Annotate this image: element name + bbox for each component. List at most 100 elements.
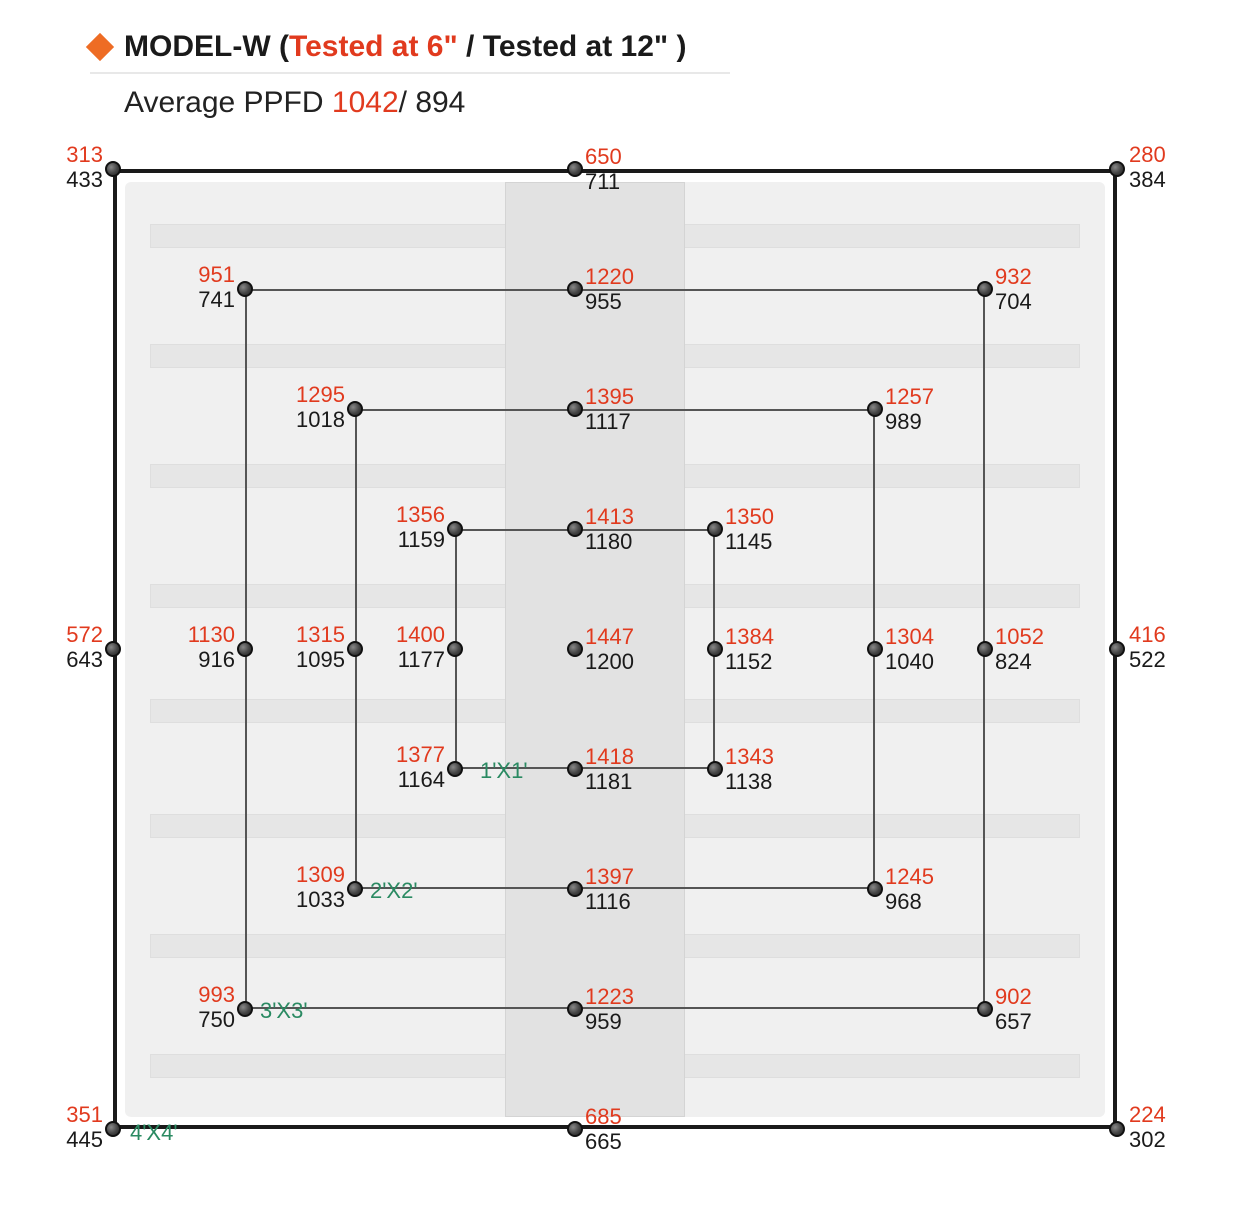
value-12in: 302 (1129, 1128, 1166, 1153)
value-12in: 1018 (296, 408, 345, 433)
measurement-label: 1223959 (585, 985, 634, 1034)
value-12in: 657 (995, 1010, 1032, 1035)
measurement-dot (707, 641, 723, 657)
measurement-dot (447, 521, 463, 537)
measurement-dot (867, 881, 883, 897)
measurement-label: 14001177 (396, 623, 445, 672)
value-6in: 224 (1129, 1103, 1166, 1128)
measurement-label: 1130916 (188, 623, 235, 672)
measurement-dot (567, 881, 583, 897)
value-12in: 916 (188, 648, 235, 673)
value-6in: 1315 (296, 623, 345, 648)
model-name: MODEL-W (124, 30, 271, 63)
ppfd-plot: 1'X1'2'X2'3'X3'4'X4'31343365071128038457… (30, 144, 1200, 1154)
value-6in: 1257 (885, 385, 934, 410)
value-6in: 1356 (396, 503, 445, 528)
value-12in: 750 (198, 1008, 235, 1033)
measurement-label: 932704 (995, 265, 1032, 314)
value-6in: 1377 (396, 743, 445, 768)
measurement-label: 572643 (66, 623, 103, 672)
measurement-dot (1109, 161, 1125, 177)
measurement-label: 13771164 (396, 743, 445, 792)
value-6in: 1418 (585, 745, 634, 770)
measurement-label: 1220955 (585, 265, 634, 314)
value-12in: 1164 (396, 768, 445, 793)
value-12in: 1180 (585, 530, 634, 555)
value-6in: 1220 (585, 265, 634, 290)
value-12in: 665 (585, 1130, 622, 1155)
value-12in: 1033 (296, 888, 345, 913)
measurement-dot (1109, 1121, 1125, 1137)
value-6in: 1223 (585, 985, 634, 1010)
value-6in: 1397 (585, 865, 634, 890)
value-6in: 1295 (296, 383, 345, 408)
measurement-label: 1257989 (885, 385, 934, 434)
value-12in: 643 (66, 648, 103, 673)
measurement-label: 1052824 (995, 625, 1044, 674)
measurement-dot (867, 641, 883, 657)
value-6in: 1400 (396, 623, 445, 648)
value-12in: 384 (1129, 168, 1166, 193)
measurement-label: 13501145 (725, 505, 774, 554)
value-6in: 1130 (188, 623, 235, 648)
measurement-dot (707, 521, 723, 537)
avg-slash: / (399, 86, 416, 119)
measurement-label: 13841152 (725, 625, 774, 674)
value-12in: 433 (66, 168, 103, 193)
measurement-dot (237, 641, 253, 657)
measurement-label: 13971116 (585, 865, 634, 914)
measurement-dot (567, 161, 583, 177)
measurement-label: 12951018 (296, 383, 345, 432)
value-6in: 951 (198, 263, 235, 288)
measurement-dot (567, 1121, 583, 1137)
measurement-label: 14131180 (585, 505, 634, 554)
measurement-label: 902657 (995, 985, 1032, 1034)
measurement-label: 313433 (66, 143, 103, 192)
title-separator (90, 72, 730, 74)
measurement-label: 13151095 (296, 623, 345, 672)
measurement-dot (567, 641, 583, 657)
zone-label: 1'X1' (480, 758, 528, 784)
avg-label: Average PPFD (124, 86, 324, 119)
value-12in: 1095 (296, 648, 345, 673)
measurement-dot (707, 761, 723, 777)
header: MODEL-W (Tested at 6" / Tested at 12" ) (90, 30, 1210, 64)
measurement-dot (105, 641, 121, 657)
value-12in: 711 (585, 170, 622, 195)
measurement-label: 13431138 (725, 745, 774, 794)
value-6in: 1447 (585, 625, 634, 650)
tested-6: Tested at 6" (289, 30, 458, 63)
measurement-label: 650711 (585, 145, 622, 194)
value-12in: 955 (585, 290, 634, 315)
measurement-dot (1109, 641, 1125, 657)
title-open: ( (279, 30, 289, 63)
measurement-dot (105, 161, 121, 177)
measurement-label: 14471200 (585, 625, 634, 674)
value-12in: 704 (995, 290, 1032, 315)
value-12in: 1200 (585, 650, 634, 675)
value-6in: 1384 (725, 625, 774, 650)
value-12in: 989 (885, 410, 934, 435)
value-6in: 1395 (585, 385, 634, 410)
value-12in: 968 (885, 890, 934, 915)
measurement-label: 993750 (198, 983, 235, 1032)
measurement-dot (447, 761, 463, 777)
value-6in: 1309 (296, 863, 345, 888)
title-close: ) (668, 30, 686, 63)
tested-12: Tested at 12" (483, 30, 668, 63)
measurement-dot (567, 1001, 583, 1017)
value-12in: 1040 (885, 650, 934, 675)
measurement-label: 14181181 (585, 745, 634, 794)
value-12in: 1159 (396, 528, 445, 553)
measurement-dot (237, 281, 253, 297)
measurement-dot (347, 401, 363, 417)
value-6in: 313 (66, 143, 103, 168)
measurement-dot (347, 641, 363, 657)
value-6in: 1245 (885, 865, 934, 890)
value-6in: 572 (66, 623, 103, 648)
value-12in: 741 (198, 288, 235, 313)
diamond-icon (86, 33, 114, 61)
measurement-dot (567, 521, 583, 537)
measurement-dot (867, 401, 883, 417)
measurement-dot (567, 761, 583, 777)
